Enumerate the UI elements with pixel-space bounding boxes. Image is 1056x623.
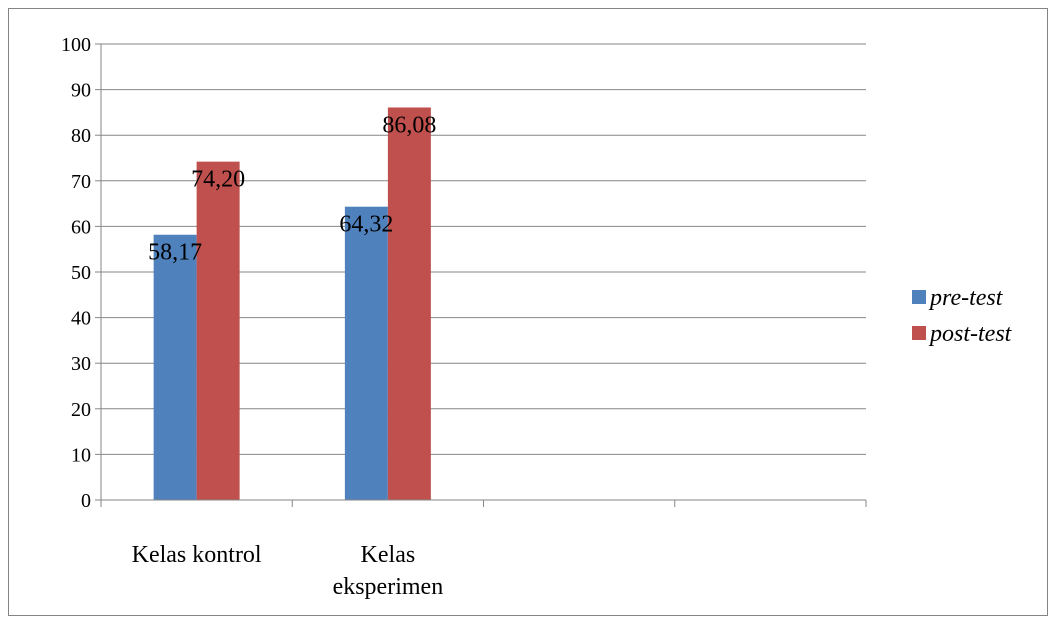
data-label: 86,08 (382, 112, 436, 138)
legend-swatch (912, 326, 926, 340)
y-tick-label: 80 (71, 125, 91, 147)
y-tick-label: 50 (71, 262, 91, 284)
data-label: 74,20 (191, 167, 245, 193)
y-tick-label: 10 (71, 444, 91, 466)
legend-swatch (912, 290, 926, 304)
bar-post-test (196, 161, 240, 500)
y-tick-label: 70 (71, 171, 91, 193)
legend-label: post-test (928, 321, 1013, 347)
y-tick-label: 20 (71, 399, 91, 421)
y-tick-label: 60 (71, 216, 91, 238)
bar-post-test (387, 107, 431, 501)
bar-pre-test (153, 234, 197, 500)
legend: pre-test post-test (912, 285, 1013, 347)
bar-pre-test (344, 206, 388, 500)
category-label: Kelas (361, 542, 416, 568)
y-tick-label: 100 (61, 34, 91, 56)
category-label: Kelas kontrol (132, 542, 262, 568)
axes (95, 43, 867, 507)
legend-label: pre-test (928, 285, 1004, 311)
bars (153, 107, 431, 501)
y-tick-label: 40 (71, 308, 91, 330)
data-label: 64,32 (339, 212, 393, 238)
labels: 0 10 20 30 40 50 60 70 80 90 100 58,17 74,20 Kelas ko… (61, 34, 443, 600)
category-label: eksperimen (333, 574, 444, 600)
y-tick-label: 0 (81, 490, 91, 512)
y-tick-label: 30 (71, 353, 91, 375)
y-tick-label: 90 (71, 80, 91, 102)
data-label: 58,17 (148, 240, 202, 266)
